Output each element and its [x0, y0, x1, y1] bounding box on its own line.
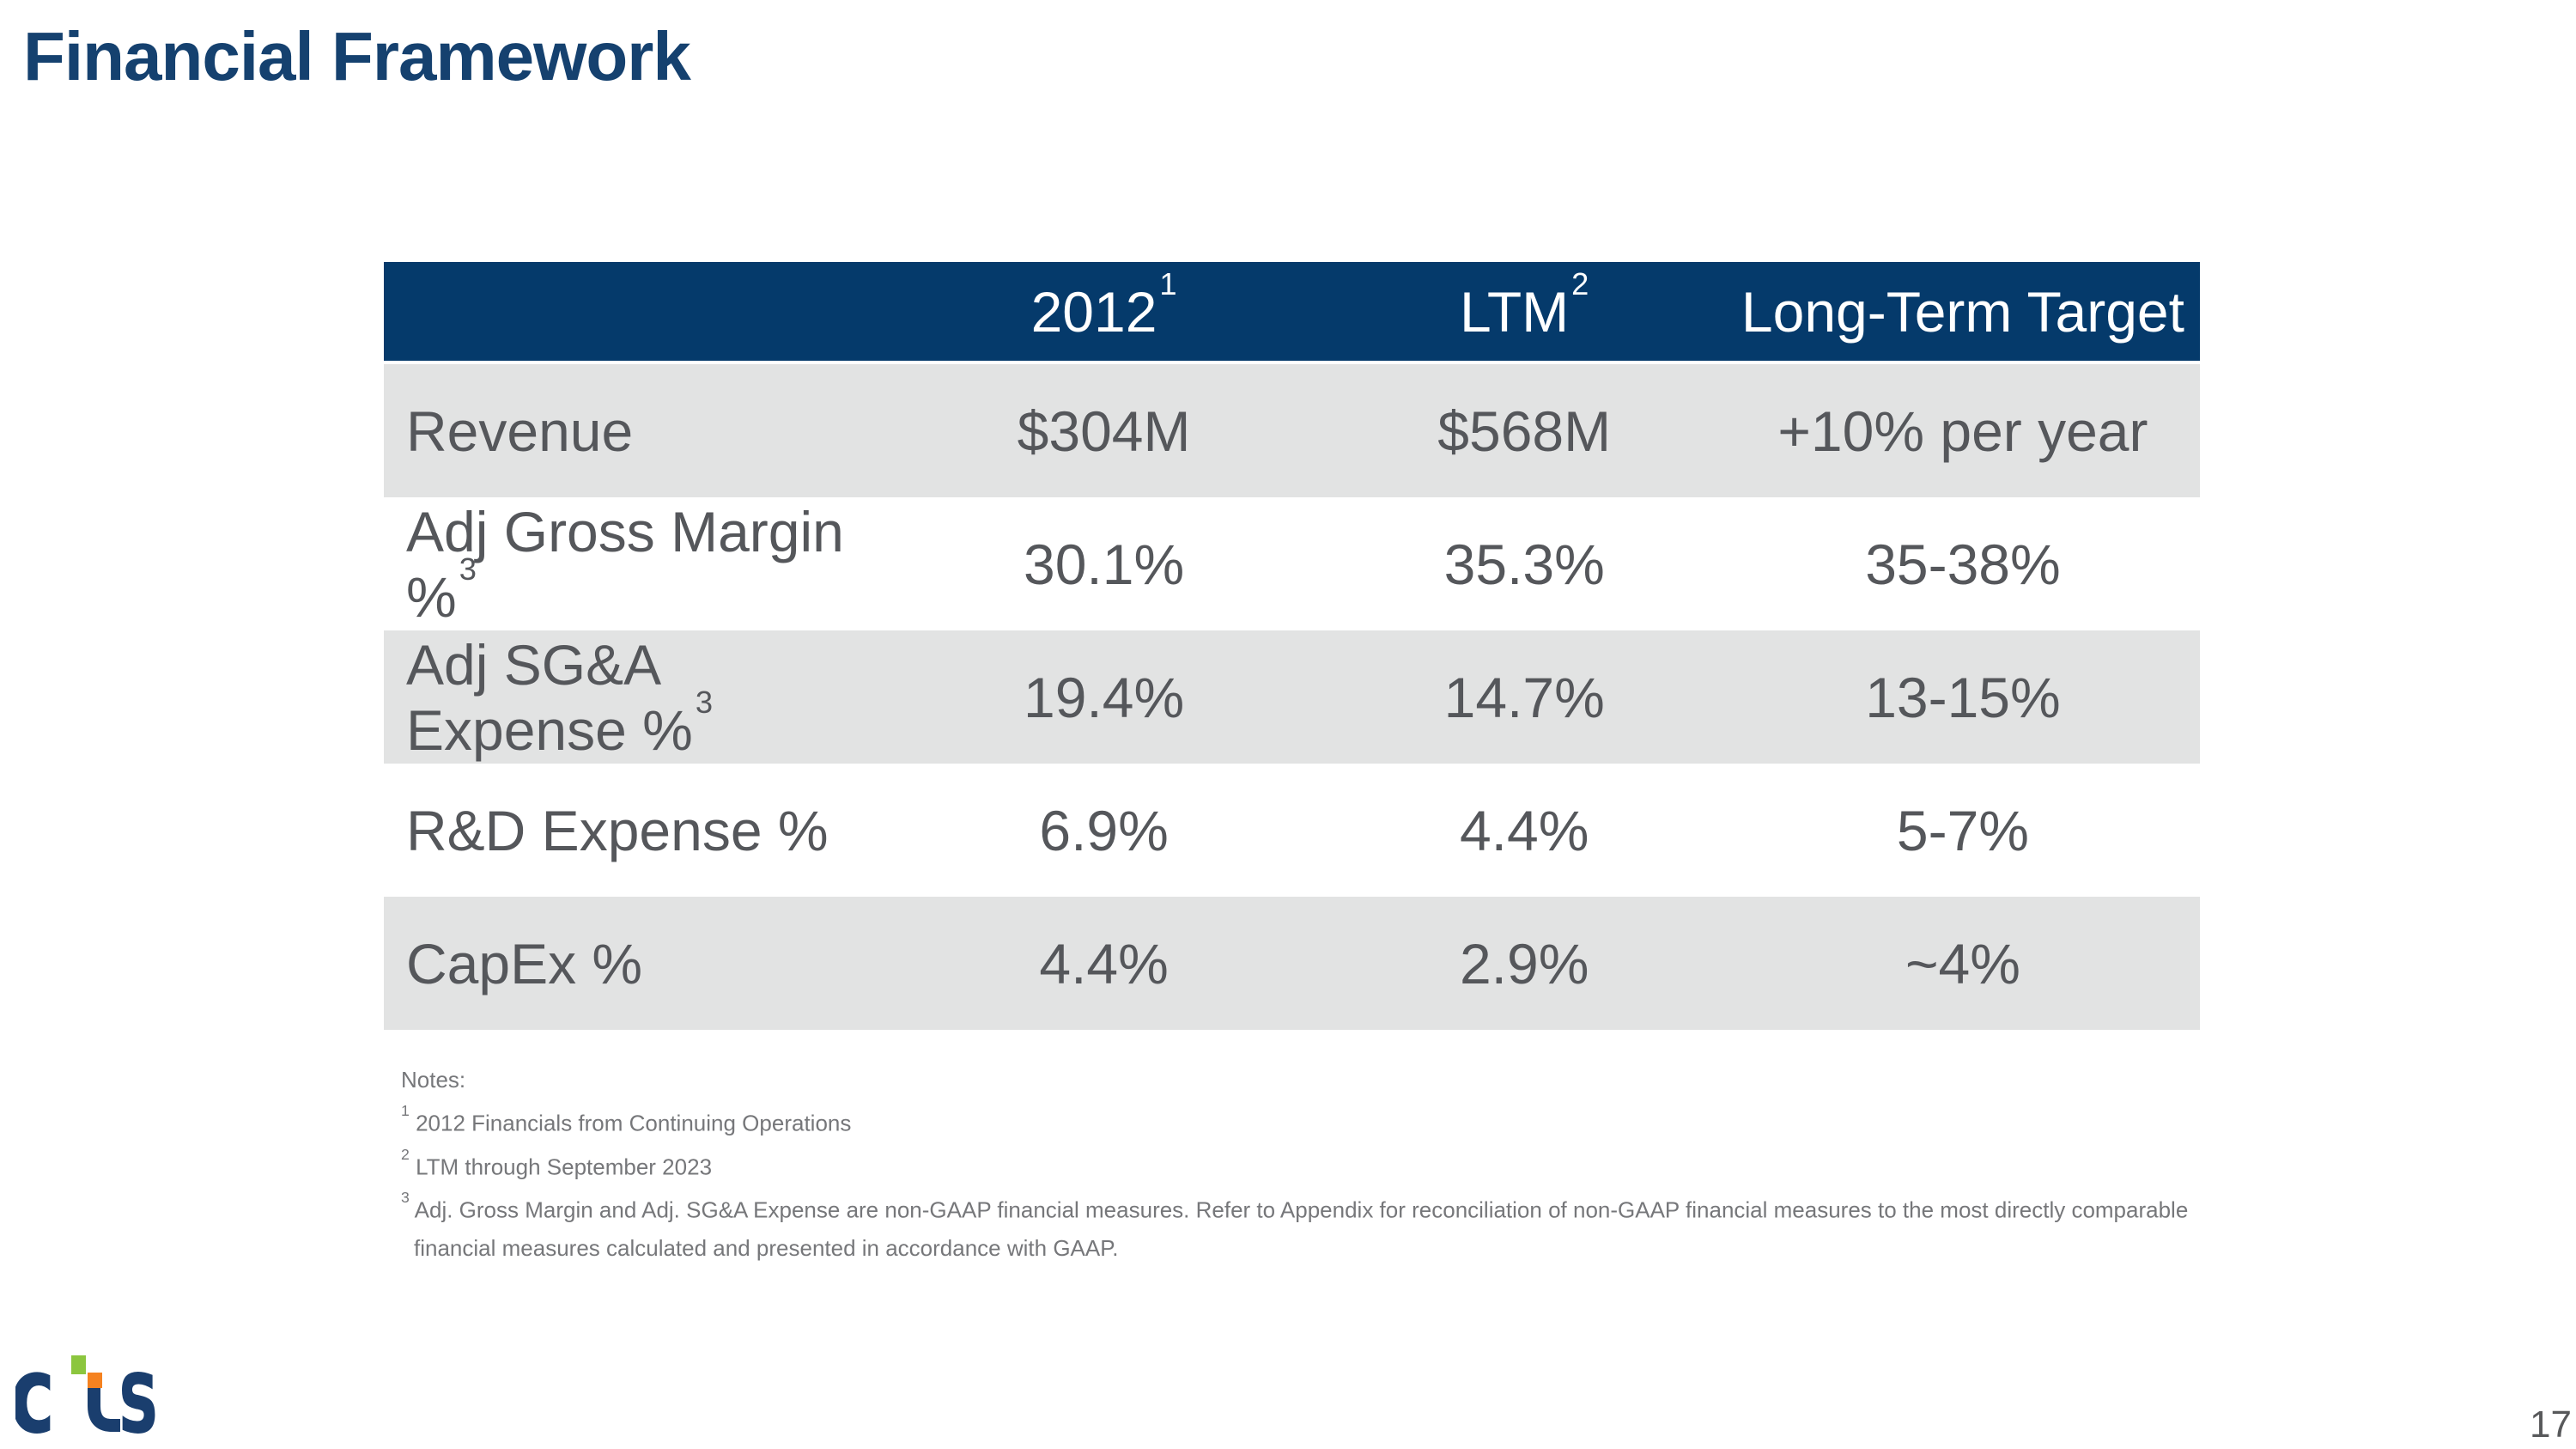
footnote-3-text-line2: financial measures calculated and presen… — [414, 1234, 1119, 1261]
slide-title: Financial Framework — [23, 18, 691, 94]
logo-letter-s: s — [118, 1350, 158, 1440]
cell-target: 13-15% — [1865, 665, 2061, 729]
row-label: Adj SG&A Expense %3 — [406, 632, 714, 762]
cell-ltm: 2.9% — [1459, 931, 1589, 995]
cell-2012: 30.1% — [1024, 532, 1185, 596]
cts-logo: c s — [15, 1350, 158, 1440]
footnote-2-text: LTM through September 2023 — [416, 1154, 713, 1180]
financial-table: 20121 LTM2 Long-Term Target Revenue $304… — [384, 262, 2200, 1030]
cell-2012: 19.4% — [1024, 665, 1185, 729]
footnote-marker-2: 2 — [1571, 265, 1589, 301]
cell-2012: 4.4% — [1039, 931, 1169, 995]
table-row-adj-gross-margin: Adj Gross Margin %3 30.1% 35.3% 35-38% — [384, 497, 2200, 630]
cell-target: +10% per year — [1777, 399, 2148, 463]
cell-ltm: 35.3% — [1443, 532, 1605, 596]
logo-letter-c: c — [15, 1350, 55, 1440]
footnote-marker-1: 1 — [1159, 265, 1177, 301]
table-row-revenue: Revenue $304M $568M +10% per year — [384, 364, 2200, 497]
footnote-2: 2 LTM through September 2023 — [401, 1142, 2196, 1186]
row-label: Revenue — [406, 399, 634, 463]
cell-ltm: 14.7% — [1443, 665, 1605, 729]
notes-block: Notes: 1 2012 Financials from Continuing… — [401, 1061, 2196, 1267]
row-label: Adj Gross Margin %3 — [406, 499, 844, 629]
header-cell-ltm: LTM2 — [1460, 265, 1589, 344]
row-label: R&D Expense % — [406, 798, 829, 862]
footnote-1: 1 2012 Financials from Continuing Operat… — [401, 1099, 2196, 1142]
cell-ltm: 4.4% — [1459, 798, 1589, 862]
footnote-2-marker: 2 — [401, 1145, 410, 1163]
logo-orange-square — [88, 1373, 102, 1388]
footnote-marker-3: 3 — [695, 684, 714, 720]
row-label: CapEx % — [406, 931, 643, 995]
table-header-row: 20121 LTM2 Long-Term Target — [384, 262, 2200, 361]
cell-target: 35-38% — [1865, 532, 2061, 596]
footnote-marker-3: 3 — [459, 551, 477, 587]
table-row-rd-expense: R&D Expense % 6.9% 4.4% 5-7% — [384, 764, 2200, 897]
header-cell-long-term-target: Long-Term Target — [1741, 279, 2184, 344]
notes-heading: Notes: — [401, 1067, 466, 1093]
cell-target: 5-7% — [1896, 798, 2029, 862]
cell-ltm: $568M — [1437, 399, 1612, 463]
table-row-capex: CapEx % 4.4% 2.9% ~4% — [384, 897, 2200, 1030]
cell-2012: 6.9% — [1039, 798, 1169, 862]
footnote-1-text: 2012 Financials from Continuing Operatio… — [416, 1110, 852, 1136]
footnote-3: 3 Adj. Gross Margin and Adj. SG&A Expens… — [401, 1185, 2196, 1229]
header-cell-2012: 20121 — [1030, 265, 1177, 344]
page-number: 17 — [2530, 1403, 2572, 1446]
footnote-3-marker: 3 — [401, 1189, 410, 1207]
cell-2012: $304M — [1017, 399, 1191, 463]
cell-target: ~4% — [1905, 931, 2020, 995]
logo-green-square — [71, 1355, 86, 1374]
table-row-adj-sga-expense: Adj SG&A Expense %3 19.4% 14.7% 13-15% — [384, 630, 2200, 764]
footnote-3-text-line1: Adj. Gross Margin and Adj. SG&A Expense … — [414, 1196, 2189, 1223]
footnote-1-marker: 1 — [401, 1102, 410, 1120]
logo-letter-t-shape — [88, 1385, 120, 1432]
